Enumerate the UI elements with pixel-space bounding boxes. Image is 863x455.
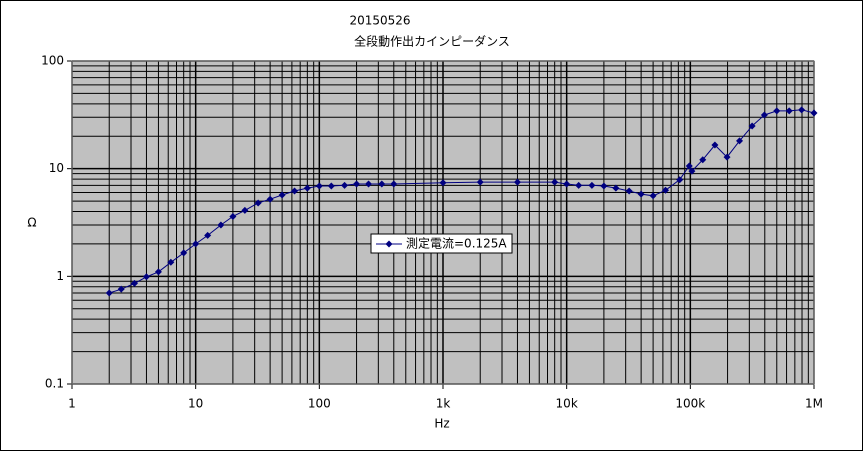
data-point: [563, 180, 571, 188]
data-point: [353, 180, 361, 188]
data-point: [217, 221, 225, 229]
legend-marker: [385, 240, 393, 248]
series-line: [109, 109, 815, 294]
data-point: [625, 187, 633, 195]
data-point: [105, 289, 113, 297]
data-point: [699, 156, 707, 164]
data-point: [513, 178, 521, 186]
data-point: [117, 285, 125, 293]
data-point: [649, 192, 657, 200]
chart-title: 20150526: [349, 14, 410, 28]
data-point: [130, 279, 138, 287]
x-tick-label: 1k: [436, 397, 451, 411]
data-point: [662, 186, 670, 194]
data-point: [327, 182, 335, 190]
x-tick-label: 10k: [556, 397, 578, 411]
y-tick-label: 10: [49, 161, 64, 175]
x-axis-label: Hz: [434, 417, 449, 431]
data-point: [303, 184, 311, 192]
data-point: [798, 106, 806, 114]
data-point: [365, 180, 373, 188]
y-tick-label: 100: [41, 54, 64, 68]
x-tick-label: 100k: [675, 397, 705, 411]
legend-label: 測定電流=0.125A: [406, 236, 507, 251]
y-axis-label: Ω: [27, 216, 36, 230]
data-point: [637, 190, 645, 198]
data-point: [723, 153, 731, 161]
data-point: [600, 182, 608, 190]
data-point: [204, 231, 212, 239]
data-point: [760, 111, 768, 119]
y-tick-label: 0.1: [45, 377, 64, 391]
data-point: [551, 178, 559, 186]
data-point: [748, 122, 756, 130]
data-point: [390, 180, 398, 188]
data-point: [612, 184, 620, 192]
data-point: [229, 212, 237, 220]
data-point: [266, 195, 274, 203]
chart-subtitle: 全段動作出カインピーダンス: [354, 34, 510, 49]
data-point: [378, 180, 386, 188]
x-tick-label: 100: [308, 397, 331, 411]
data-point: [688, 167, 696, 175]
plot-border: [71, 60, 815, 385]
data-point: [180, 249, 188, 257]
data-point: [278, 191, 286, 199]
data-point: [167, 258, 175, 266]
y-tick-label: 1: [56, 269, 64, 283]
data-point: [773, 107, 781, 115]
data-point: [439, 179, 447, 187]
data-point: [192, 240, 200, 248]
data-point: [785, 107, 793, 115]
x-tick-label: 1M: [805, 397, 823, 411]
x-tick-label: 10: [188, 397, 203, 411]
data-point: [254, 199, 262, 207]
legend-box: [370, 233, 513, 254]
data-point: [736, 137, 744, 145]
data-point: [291, 187, 299, 195]
data-point: [810, 109, 818, 117]
data-point: [341, 181, 349, 189]
data-point: [154, 268, 162, 276]
data-point: [588, 181, 596, 189]
data-point: [315, 182, 323, 190]
data-point: [142, 273, 150, 281]
data-point: [476, 178, 484, 186]
data-point: [241, 206, 249, 214]
data-point: [685, 162, 693, 170]
x-tick-label: 1: [68, 397, 76, 411]
data-point: [575, 181, 583, 189]
data-point: [711, 141, 719, 149]
data-point: [676, 176, 684, 184]
